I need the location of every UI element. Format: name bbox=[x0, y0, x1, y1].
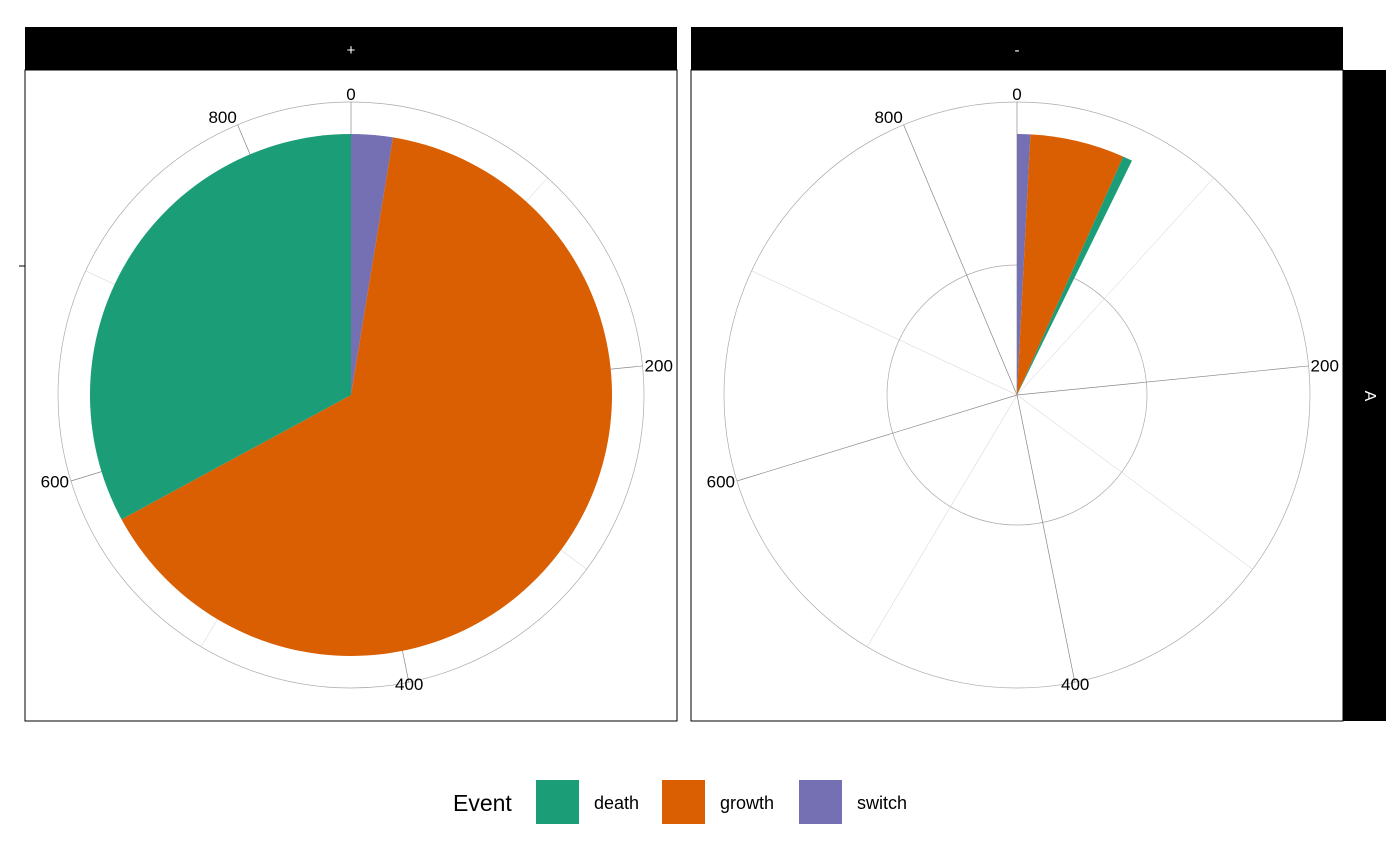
legend-key-death bbox=[536, 780, 579, 824]
legend: Event death growth switch bbox=[453, 780, 907, 824]
facet-panel-plus: +0 200 400 600 800 bbox=[24, 27, 678, 722]
legend-label: switch bbox=[857, 793, 907, 813]
slice-switch bbox=[1017, 134, 1031, 395]
legend-key-switch bbox=[799, 780, 842, 824]
grid-line-theta bbox=[903, 124, 1018, 396]
facet-strip-label: + bbox=[347, 42, 356, 59]
theta-tick-label: 800 bbox=[208, 108, 236, 127]
grid-line-theta bbox=[866, 394, 1018, 647]
slice-growth bbox=[121, 137, 612, 656]
legend-label: growth bbox=[720, 793, 774, 813]
slice-switch bbox=[351, 134, 394, 395]
grid-line-theta bbox=[1016, 177, 1214, 396]
theta-tick-label: 600 bbox=[41, 473, 69, 492]
facet-row-strip bbox=[1343, 70, 1386, 721]
theta-tick-label: 200 bbox=[645, 357, 673, 376]
legend-title: Event bbox=[453, 790, 512, 816]
grid-line-theta bbox=[1016, 365, 1309, 396]
theta-tick-label: 800 bbox=[874, 108, 902, 127]
facet-panel-minus: - 0 200 400 600 800 bbox=[690, 27, 1344, 722]
grid-line-theta bbox=[736, 394, 1018, 482]
theta-tick-label: 400 bbox=[1061, 675, 1089, 694]
grid-line-theta bbox=[1016, 394, 1076, 683]
grid-line-theta bbox=[1016, 394, 1253, 570]
theta-tick-label: 0 bbox=[346, 85, 355, 104]
legend-label: death bbox=[594, 793, 639, 813]
theta-tick-label: 400 bbox=[395, 675, 423, 694]
slice-death bbox=[1017, 156, 1132, 395]
facet-strip bbox=[25, 27, 677, 70]
facet-strip-label: - bbox=[1015, 42, 1020, 59]
theta-tick-label: 600 bbox=[707, 473, 735, 492]
theta-tick-label: 0 bbox=[1012, 85, 1021, 104]
facet-strip bbox=[691, 27, 1343, 70]
slice-growth bbox=[1017, 134, 1124, 395]
slice-death bbox=[89, 134, 351, 520]
legend-key-growth bbox=[662, 780, 705, 824]
facet-row-label: A bbox=[1361, 391, 1378, 402]
grid-line-theta bbox=[751, 270, 1018, 396]
theta-tick-label: 200 bbox=[1311, 357, 1339, 376]
